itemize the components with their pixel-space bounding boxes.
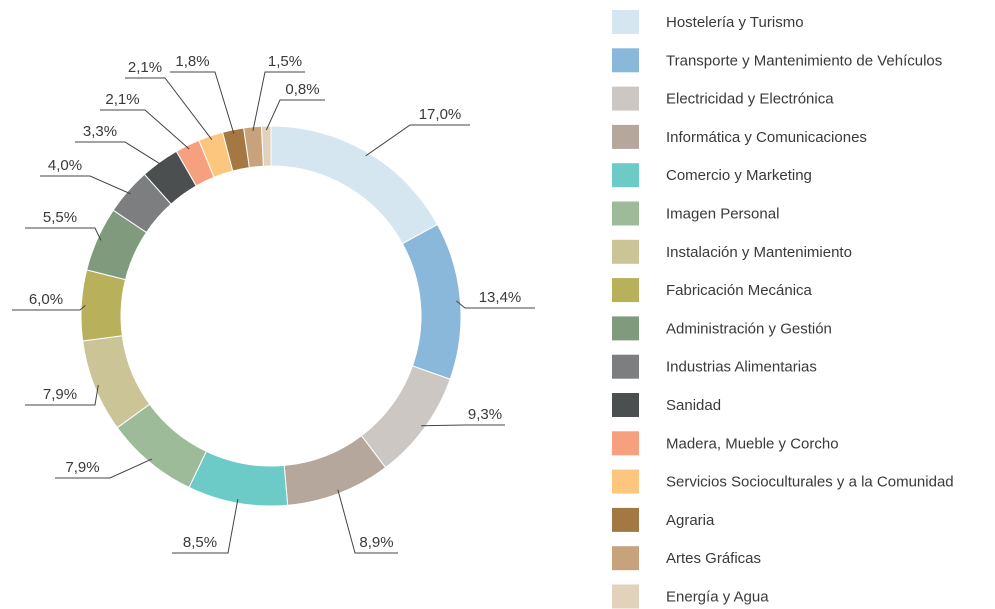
donut-slice (401, 223, 462, 380)
leader-line (456, 300, 535, 309)
leader-line (55, 458, 153, 479)
data-label: 7,9% (65, 459, 99, 476)
legend-swatch (612, 48, 639, 73)
leader-line (40, 175, 131, 195)
legend-swatch (612, 239, 639, 264)
legend-swatch (612, 584, 639, 609)
leader-line (25, 227, 102, 241)
data-label: 13,4% (479, 289, 522, 306)
legend-label: Fabricación Mecánica (666, 282, 813, 299)
data-label: 1,8% (175, 53, 209, 70)
legend-label: Administración y Gestión (666, 320, 832, 337)
legend-label: Sanidad (666, 397, 721, 414)
legend-label: Energía y Agua (666, 589, 769, 606)
data-label: 2,1% (105, 91, 139, 108)
leader-line (337, 489, 398, 554)
leader-line (421, 424, 505, 427)
legend-label: Servicios Socioculturales y a la Comunid… (666, 474, 954, 491)
data-label: 3,3% (83, 123, 117, 140)
legend-label: Industrias Alimentarias (666, 359, 817, 376)
legend-swatch (612, 163, 639, 188)
leader-line (252, 71, 305, 131)
legend-label: Comercio y Marketing (666, 167, 812, 184)
donut-slice (188, 450, 289, 507)
legend-swatch (612, 354, 639, 379)
leader-line (12, 305, 86, 311)
donut-slice (270, 125, 439, 245)
legend-swatch (612, 316, 639, 341)
data-label: 6,0% (29, 291, 63, 308)
data-label: 9,3% (468, 406, 502, 423)
data-label: 0,8% (285, 81, 319, 98)
data-label: 8,9% (359, 534, 393, 551)
legend-swatch (612, 124, 639, 149)
legend-swatch (612, 431, 639, 456)
data-label: 17,0% (419, 106, 462, 123)
legend-label: Hostelería y Turismo (666, 14, 804, 31)
data-label: 5,5% (43, 209, 77, 226)
legend-label: Informática y Comunicaciones (666, 129, 867, 146)
data-label: 7,9% (43, 386, 77, 403)
leader-line (125, 77, 213, 140)
leader-line (172, 498, 239, 554)
legend-label: Madera, Mueble y Corcho (666, 435, 839, 452)
data-label: 4,0% (48, 157, 82, 174)
legend-label: Agraria (666, 512, 715, 529)
data-label: 8,5% (183, 534, 217, 551)
leader-line (75, 141, 163, 166)
donut-slice (360, 365, 451, 469)
legend-label: Instalación y Mantenimiento (666, 244, 852, 261)
legend-label: Imagen Personal (666, 206, 779, 223)
donut-slice (260, 125, 272, 167)
legend-swatch (612, 469, 639, 494)
leader-line (265, 99, 325, 131)
leader-line (100, 109, 190, 150)
legend-label: Electricidad y Electrónica (666, 91, 834, 108)
legend-label: Artes Gráficas (666, 550, 761, 567)
legend-swatch (612, 278, 639, 303)
leader-line (25, 384, 99, 406)
donut-slice (80, 269, 127, 342)
data-label: 1,5% (268, 53, 302, 70)
legend-swatch (612, 86, 639, 111)
legend-swatch (612, 393, 639, 417)
legend-swatch (612, 546, 639, 571)
leader-line (365, 124, 470, 157)
leader-line (170, 71, 235, 134)
legend-swatch (612, 10, 639, 34)
legend-swatch (612, 507, 639, 532)
data-label: 2,1% (128, 59, 162, 76)
legend-swatch (612, 201, 639, 226)
legend-label: Transporte y Mantenimiento de Vehículos (666, 52, 942, 69)
